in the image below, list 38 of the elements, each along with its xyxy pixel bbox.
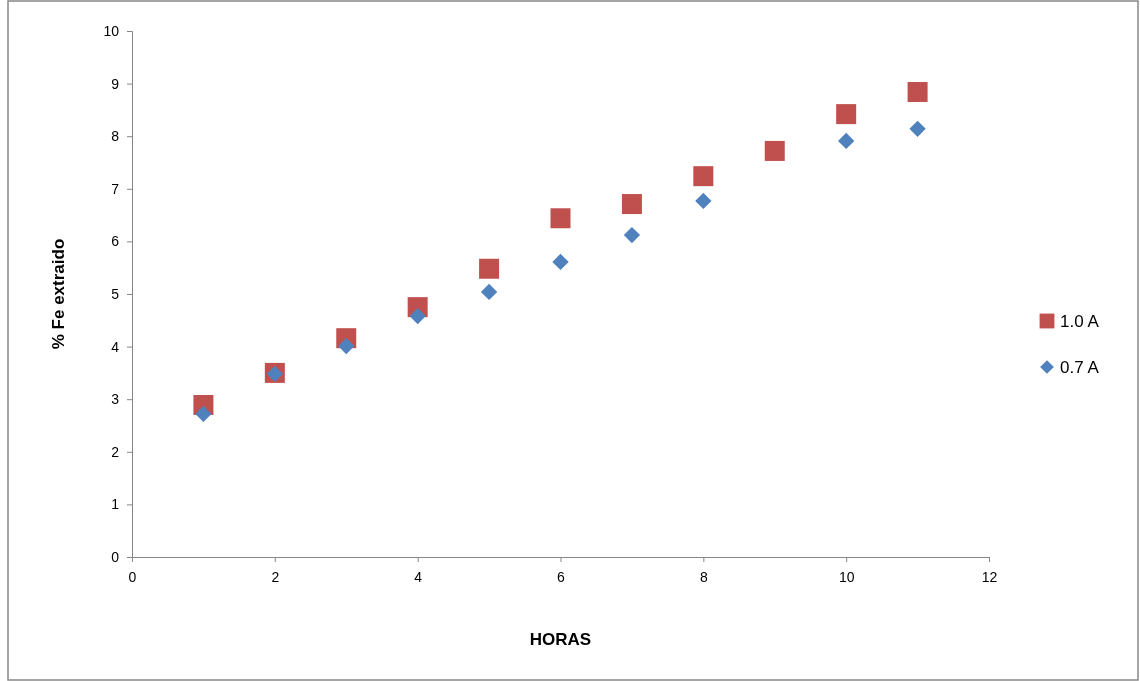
x-tick-label: 12 [981,568,998,585]
x-tick-label: 4 [414,568,423,585]
point [907,82,928,103]
y-tick-label: 1 [111,496,120,513]
point [550,208,571,229]
point [552,253,569,271]
point [623,226,641,244]
legend-label: 1.0 A [1060,312,1100,331]
point [480,283,498,301]
y-tick-label: 0 [111,548,120,565]
legend-label: 0.7 A [1060,358,1100,377]
y-tick-label: 7 [111,180,120,197]
x-tick-label: 0 [128,568,137,585]
point [764,140,785,161]
y-tick-label: 8 [111,128,120,145]
y-tick-label: 4 [111,338,120,355]
x-tick-label: 2 [271,568,280,585]
y-tick-label: 5 [111,285,120,302]
point [838,132,855,150]
x-tick-label: 6 [557,568,566,585]
point [621,194,642,215]
y-tick-label: 6 [111,233,120,250]
y-tick-label: 9 [111,75,120,92]
point [479,258,500,279]
point [695,192,712,210]
point [693,166,714,187]
point [338,337,355,355]
x-tick-label: 8 [699,568,708,585]
point [409,307,426,325]
y-tick-label: 2 [111,443,120,460]
x-axis-title: HORAS [529,630,592,649]
point [909,120,926,137]
y-tick-label: 10 [103,22,120,39]
y-tick-label: 3 [111,391,120,408]
x-tick-label: 10 [838,568,855,585]
point [836,104,857,125]
point [195,405,212,423]
y-axis-title: % Fe extraido [49,238,68,350]
